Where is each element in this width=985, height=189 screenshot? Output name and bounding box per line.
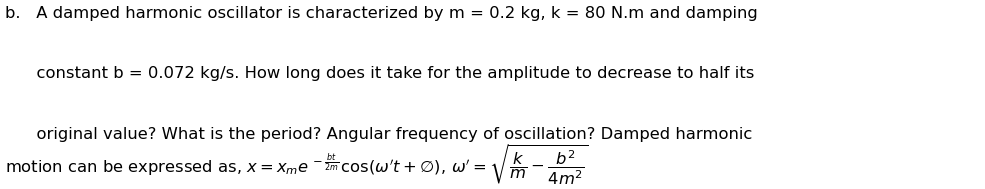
Text: b.   A damped harmonic oscillator is characterized by m = 0.2 kg, k = 80 N.m and: b. A damped harmonic oscillator is chara… bbox=[5, 6, 757, 21]
Text: original value? What is the period? Angular frequency of oscillation? Damped har: original value? What is the period? Angu… bbox=[5, 127, 753, 142]
Text: motion can be expressed as, $x = x_m e^{\,-\frac{bt}{2m}\,}\cos(\omega' t + \var: motion can be expressed as, $x = x_m e^{… bbox=[5, 143, 589, 187]
Text: constant b = 0.072 kg/s. How long does it take for the amplitude to decrease to : constant b = 0.072 kg/s. How long does i… bbox=[5, 66, 755, 81]
